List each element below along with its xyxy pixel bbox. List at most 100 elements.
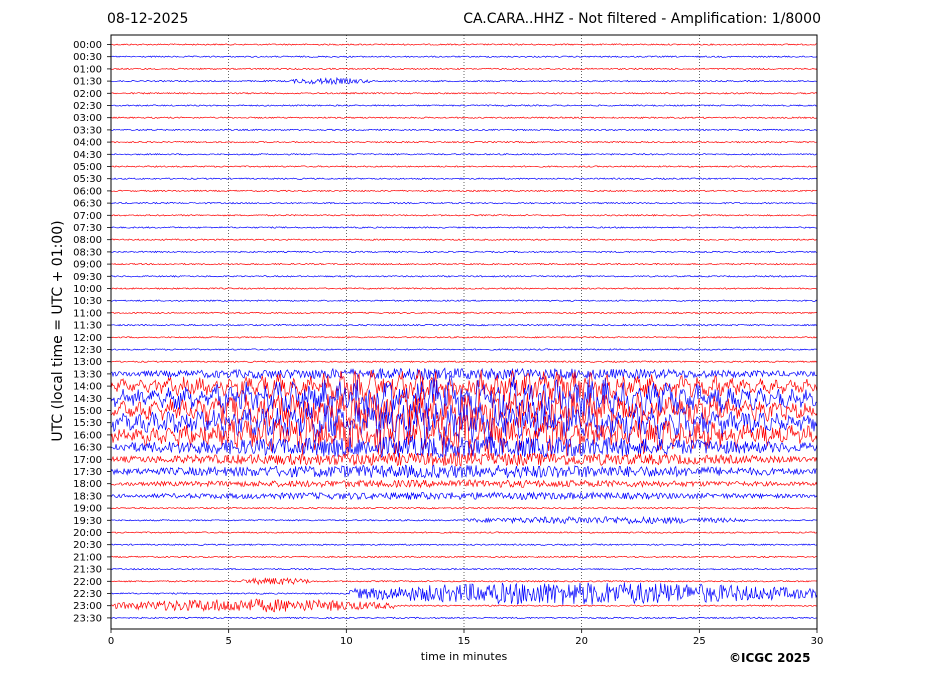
row-label-0030: 00:30 — [73, 52, 102, 63]
trace-0300 — [110, 116, 818, 119]
copyright-text: ©ICGC 2025 — [729, 651, 811, 665]
row-label-2130: 21:30 — [73, 565, 102, 576]
trace-1200 — [110, 336, 818, 339]
row-label-1100: 11:00 — [73, 308, 102, 319]
row-label-1800: 18:00 — [73, 479, 102, 490]
row-label-2230: 22:30 — [73, 589, 102, 600]
row-label-1030: 10:30 — [73, 296, 102, 307]
trace-0330 — [110, 128, 818, 132]
row-label-0630: 06:30 — [73, 199, 102, 210]
trace-0500 — [110, 165, 818, 168]
trace-2000 — [110, 531, 818, 534]
row-label-2200: 22:00 — [73, 577, 102, 588]
row-label-0500: 05:00 — [73, 162, 102, 173]
x-tick-label-20: 20 — [575, 636, 588, 647]
row-label-0230: 02:30 — [73, 101, 102, 112]
trace-0800 — [110, 238, 818, 241]
trace-1530 — [110, 401, 818, 446]
row-label-0600: 06:00 — [73, 186, 102, 197]
row-label-0330: 03:30 — [73, 125, 102, 136]
trace-2100 — [110, 555, 818, 559]
trace-1600 — [110, 412, 818, 458]
trace-1930 — [110, 515, 818, 525]
trace-0000 — [110, 43, 818, 46]
trace-0630 — [110, 201, 818, 205]
trace-0700 — [110, 214, 818, 217]
trace-0930 — [110, 275, 818, 278]
row-label-0100: 01:00 — [73, 64, 102, 75]
trace-1000 — [110, 287, 818, 290]
row-label-0900: 09:00 — [73, 260, 102, 271]
row-label-2100: 21:00 — [73, 552, 102, 563]
row-label-2030: 20:30 — [73, 540, 102, 551]
row-label-1900: 19:00 — [73, 504, 102, 515]
row-label-2300: 23:00 — [73, 601, 102, 612]
row-label-2330: 23:30 — [73, 613, 102, 624]
trace-0400 — [110, 140, 818, 144]
trace-2030 — [110, 543, 818, 546]
x-tick-label-25: 25 — [693, 636, 706, 647]
row-label-1600: 16:00 — [73, 430, 102, 441]
row-label-1730: 17:30 — [73, 467, 102, 478]
y-axis-label: UTC (local time = UTC + 01:00) — [50, 220, 66, 442]
trace-0430 — [110, 153, 818, 156]
row-label-1230: 12:30 — [73, 345, 102, 356]
row-label-0430: 04:30 — [73, 150, 102, 161]
trace-0030 — [110, 55, 818, 58]
row-label-0000: 00:00 — [73, 40, 102, 51]
row-label-0300: 03:00 — [73, 113, 102, 124]
x-tick-label-10: 10 — [340, 636, 353, 647]
x-axis-label: time in minutes — [420, 650, 508, 663]
row-label-2000: 20:00 — [73, 528, 102, 539]
chart-title: CA.CARA..HHZ - Not filtered - Amplificat… — [463, 11, 821, 27]
row-label-0530: 05:30 — [73, 174, 102, 185]
row-label-1930: 19:30 — [73, 516, 102, 527]
trace-0200 — [110, 92, 818, 95]
trace-1700 — [110, 451, 818, 467]
row-label-1700: 17:00 — [73, 455, 102, 466]
trace-2300 — [110, 598, 818, 613]
row-label-0200: 02:00 — [73, 89, 102, 100]
row-label-0130: 01:30 — [73, 77, 102, 88]
trace-2230 — [110, 582, 818, 605]
row-label-1630: 16:30 — [73, 443, 102, 454]
row-label-0930: 09:30 — [73, 272, 102, 283]
trace-0600 — [110, 189, 818, 193]
trace-0230 — [110, 104, 818, 107]
row-label-0830: 08:30 — [73, 247, 102, 258]
trace-2130 — [110, 567, 818, 571]
x-tick-label-15: 15 — [458, 636, 471, 647]
trace-0130 — [110, 76, 818, 86]
trace-1030 — [110, 299, 818, 302]
row-label-0800: 08:00 — [73, 235, 102, 246]
row-label-0400: 04:00 — [73, 138, 102, 149]
trace-1730 — [110, 464, 818, 479]
trace-0830 — [110, 250, 818, 254]
chart-date: 08-12-2025 — [107, 11, 189, 27]
trace-1830 — [110, 491, 818, 501]
trace-2330 — [110, 616, 818, 620]
row-label-1300: 13:00 — [73, 357, 102, 368]
row-label-1000: 10:00 — [73, 284, 102, 295]
trace-1430 — [110, 373, 818, 421]
row-label-1330: 13:30 — [73, 369, 102, 380]
trace-0730 — [110, 226, 818, 229]
row-label-1430: 14:30 — [73, 394, 102, 405]
row-label-0730: 07:30 — [73, 223, 102, 234]
trace-2200 — [110, 577, 818, 586]
trace-1100 — [110, 311, 818, 315]
row-label-1830: 18:30 — [73, 491, 102, 502]
trace-1300 — [110, 360, 818, 363]
trace-1130 — [110, 323, 818, 327]
trace-1900 — [110, 506, 818, 510]
row-label-1530: 15:30 — [73, 418, 102, 429]
row-label-1130: 11:30 — [73, 321, 102, 332]
row-label-1500: 15:00 — [73, 406, 102, 417]
trace-0530 — [110, 177, 818, 180]
trace-0100 — [110, 67, 818, 71]
x-tick-label-30: 30 — [811, 636, 824, 647]
row-label-1200: 12:00 — [73, 333, 102, 344]
row-label-1400: 14:00 — [73, 382, 102, 393]
trace-1330 — [110, 367, 818, 381]
x-tick-label-0: 0 — [108, 636, 114, 647]
